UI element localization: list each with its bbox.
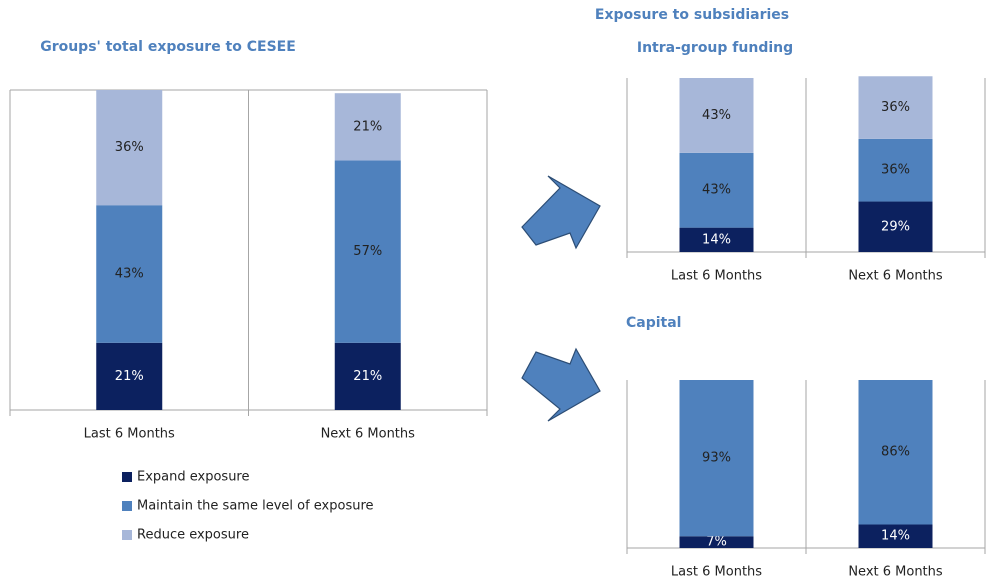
- bar-segment: [858, 380, 933, 525]
- value-label: 36%: [881, 163, 910, 178]
- bar-segment: [679, 78, 754, 153]
- bar-segment: [679, 380, 754, 537]
- bar-segment: [858, 524, 933, 548]
- bar-segment: [96, 205, 163, 343]
- x-tick-label: Last 6 Months: [671, 565, 762, 579]
- arrow-down-right: [521, 347, 601, 422]
- value-label: 29%: [881, 219, 910, 234]
- value-label: 7%: [706, 535, 727, 550]
- value-label: 36%: [881, 100, 910, 115]
- bar-segment: [679, 152, 754, 228]
- bar-segment: [858, 138, 933, 202]
- value-label: 21%: [115, 369, 144, 384]
- value-label: 86%: [881, 445, 910, 460]
- value-label: 43%: [702, 108, 731, 123]
- arrow-up-right: [521, 175, 601, 250]
- bar-segment: [96, 90, 163, 206]
- x-tick-label: Last 6 Months: [671, 269, 762, 284]
- arrow: [521, 347, 601, 422]
- value-label: 43%: [702, 183, 731, 198]
- legend-label: Expand exposure: [137, 470, 250, 485]
- chart-title: Intra-group funding: [637, 40, 793, 56]
- bar-segment: [334, 160, 401, 343]
- bar-segment: [334, 342, 401, 410]
- legend-swatch: [122, 530, 132, 540]
- legend-swatch: [122, 472, 132, 482]
- x-tick-label: Last 6 Months: [84, 427, 175, 442]
- heading: Exposure to subsidiaries: [595, 7, 789, 23]
- bar-segment: [334, 93, 401, 161]
- value-label: 14%: [702, 232, 731, 247]
- value-label: 57%: [353, 244, 382, 259]
- legend-swatch: [122, 501, 132, 511]
- legend-label: Reduce exposure: [137, 528, 249, 543]
- value-label: 21%: [353, 369, 382, 384]
- value-label: 93%: [702, 451, 731, 466]
- bar-segment: [679, 536, 754, 548]
- bar-segment: [858, 201, 933, 252]
- arrow: [521, 175, 601, 250]
- chart-title: Groups' total exposure to CESEE: [40, 39, 296, 55]
- value-label: 14%: [881, 529, 910, 544]
- value-label: 43%: [115, 267, 144, 282]
- bar-segment: [679, 227, 754, 252]
- value-label: 36%: [115, 140, 144, 155]
- value-label: 21%: [353, 119, 382, 134]
- x-tick-label: Next 6 Months: [848, 565, 943, 579]
- legend-label: Maintain the same level of exposure: [137, 499, 374, 514]
- bar-segment: [858, 76, 933, 139]
- bar-segment: [96, 342, 163, 410]
- chart-title: Capital: [626, 315, 681, 331]
- x-tick-label: Next 6 Months: [321, 427, 416, 442]
- x-tick-label: Next 6 Months: [848, 269, 943, 284]
